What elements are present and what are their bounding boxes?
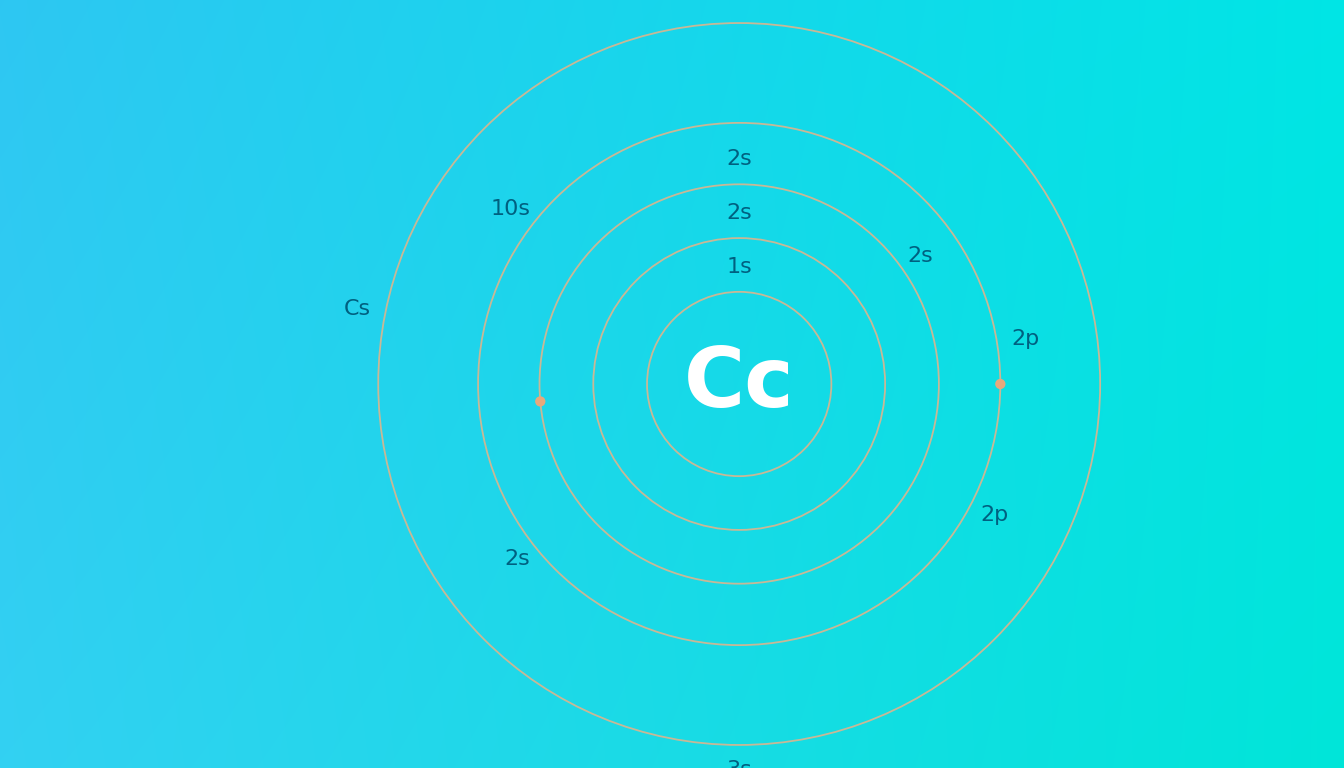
Text: 2s: 2s <box>726 203 753 223</box>
Point <box>530 396 551 408</box>
Text: 3s: 3s <box>726 760 753 768</box>
Point <box>989 378 1011 390</box>
Text: 1s: 1s <box>726 257 753 276</box>
Text: Cc: Cc <box>684 343 794 425</box>
Text: 10s: 10s <box>491 199 530 220</box>
Text: 2s: 2s <box>907 246 933 266</box>
Text: 2s: 2s <box>504 548 530 569</box>
Text: 2p: 2p <box>980 505 1008 525</box>
Text: Cs: Cs <box>344 299 371 319</box>
Text: 2p: 2p <box>1011 329 1040 349</box>
Text: 2s: 2s <box>726 149 753 169</box>
